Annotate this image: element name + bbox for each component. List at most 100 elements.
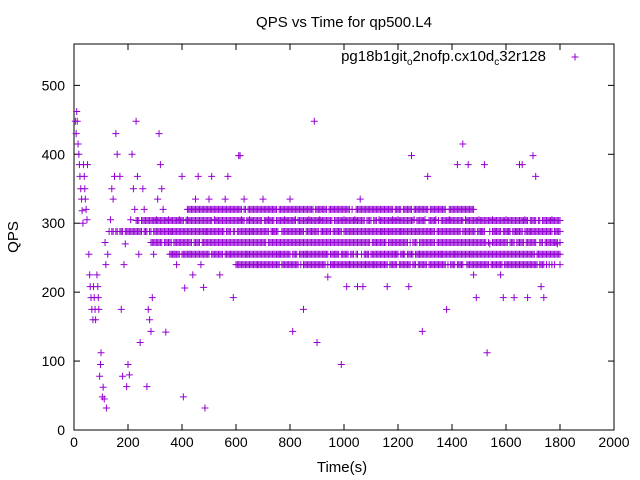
data-point (119, 372, 127, 380)
data-point (73, 108, 81, 116)
data-point (156, 161, 164, 169)
data-point (146, 316, 154, 324)
data-point (529, 152, 537, 160)
data-point (131, 205, 139, 213)
data-point (356, 195, 364, 203)
data-point (132, 117, 140, 125)
data-point (524, 294, 532, 302)
x-tick-label: 600 (224, 434, 248, 450)
data-point (383, 283, 391, 291)
data-point (464, 161, 472, 169)
y-tick-label: 400 (42, 146, 66, 162)
data-point (73, 117, 81, 125)
data-point (205, 195, 213, 203)
chart-title: QPS vs Time for qp500.L4 (256, 14, 432, 31)
data-point (82, 205, 90, 213)
data-point (159, 205, 167, 213)
data-point (194, 172, 202, 180)
data-point (300, 305, 307, 313)
data-point (133, 172, 141, 180)
data-point (259, 195, 267, 203)
data-point (424, 172, 432, 180)
data-point (113, 150, 121, 158)
data-point (408, 152, 415, 160)
data-point (112, 130, 120, 138)
data-point (551, 261, 559, 269)
data-point (127, 216, 135, 224)
data-point (101, 239, 109, 247)
x-tick-label: 1200 (382, 434, 413, 450)
data-point (81, 185, 89, 193)
data-point (310, 117, 318, 125)
data-point (85, 250, 93, 258)
data-point (240, 195, 248, 203)
data-point (472, 294, 480, 302)
data-point (136, 338, 144, 346)
data-point (74, 140, 82, 148)
data-point (84, 161, 91, 169)
axes: 0 200 400 600 800 1000 1200 1400 1600 1800 2000 0 10… (42, 43, 630, 450)
data-point (556, 216, 564, 224)
data-point (80, 172, 88, 180)
x-tick-label: 1400 (436, 434, 467, 450)
x-tick-label: 2000 (598, 434, 629, 450)
data-point (480, 161, 488, 169)
data-point (510, 294, 518, 302)
data-point (155, 130, 163, 138)
data-point (81, 195, 89, 203)
data-point (78, 207, 86, 215)
data-point (540, 294, 548, 302)
x-tick-label: 200 (116, 434, 140, 450)
data-point (470, 205, 478, 213)
y-axis-title: QPS (5, 221, 22, 253)
data-point (216, 271, 224, 279)
legend-label: pg18b1gito2nofp.cx10dc32r128 (341, 48, 546, 68)
data-point (139, 185, 147, 193)
data-point (102, 261, 110, 269)
data-point (125, 371, 133, 379)
x-tick-label: 0 (70, 434, 78, 450)
data-point (556, 250, 564, 258)
data-point (120, 261, 128, 269)
data-point (343, 283, 351, 291)
data-point (556, 239, 564, 247)
data-point (192, 195, 199, 203)
data-point (178, 172, 186, 180)
data-point (147, 327, 155, 335)
data-point (124, 361, 132, 369)
data-point (121, 240, 129, 248)
data-point (148, 294, 156, 302)
x-tick-label: 1000 (328, 434, 359, 450)
data-point (144, 305, 152, 313)
data-point (96, 361, 104, 369)
data-point (470, 271, 478, 279)
y-tick-label: 300 (42, 215, 66, 231)
legend-marker (571, 53, 579, 61)
y-tick-label: 100 (42, 353, 66, 369)
data-point (236, 152, 244, 160)
data-point (499, 294, 507, 302)
data-point (459, 140, 467, 148)
data-point (128, 150, 136, 158)
x-tick-label: 1800 (544, 434, 575, 450)
data-point (109, 195, 117, 203)
data-point (86, 271, 94, 279)
data-point (117, 305, 125, 313)
data-point (102, 404, 110, 412)
data-point (179, 393, 187, 401)
x-tick-label: 1600 (490, 434, 521, 450)
data-point (556, 227, 564, 235)
data-point (289, 327, 297, 335)
data-point (405, 283, 413, 291)
data-point (108, 185, 116, 193)
data-point (79, 219, 87, 227)
data-point (83, 216, 91, 224)
data-point (96, 372, 104, 380)
data-point (97, 349, 105, 357)
data-point (532, 172, 540, 180)
data-point (418, 327, 426, 335)
data-point (94, 294, 102, 302)
data-point (221, 195, 229, 203)
data-point (162, 328, 170, 336)
